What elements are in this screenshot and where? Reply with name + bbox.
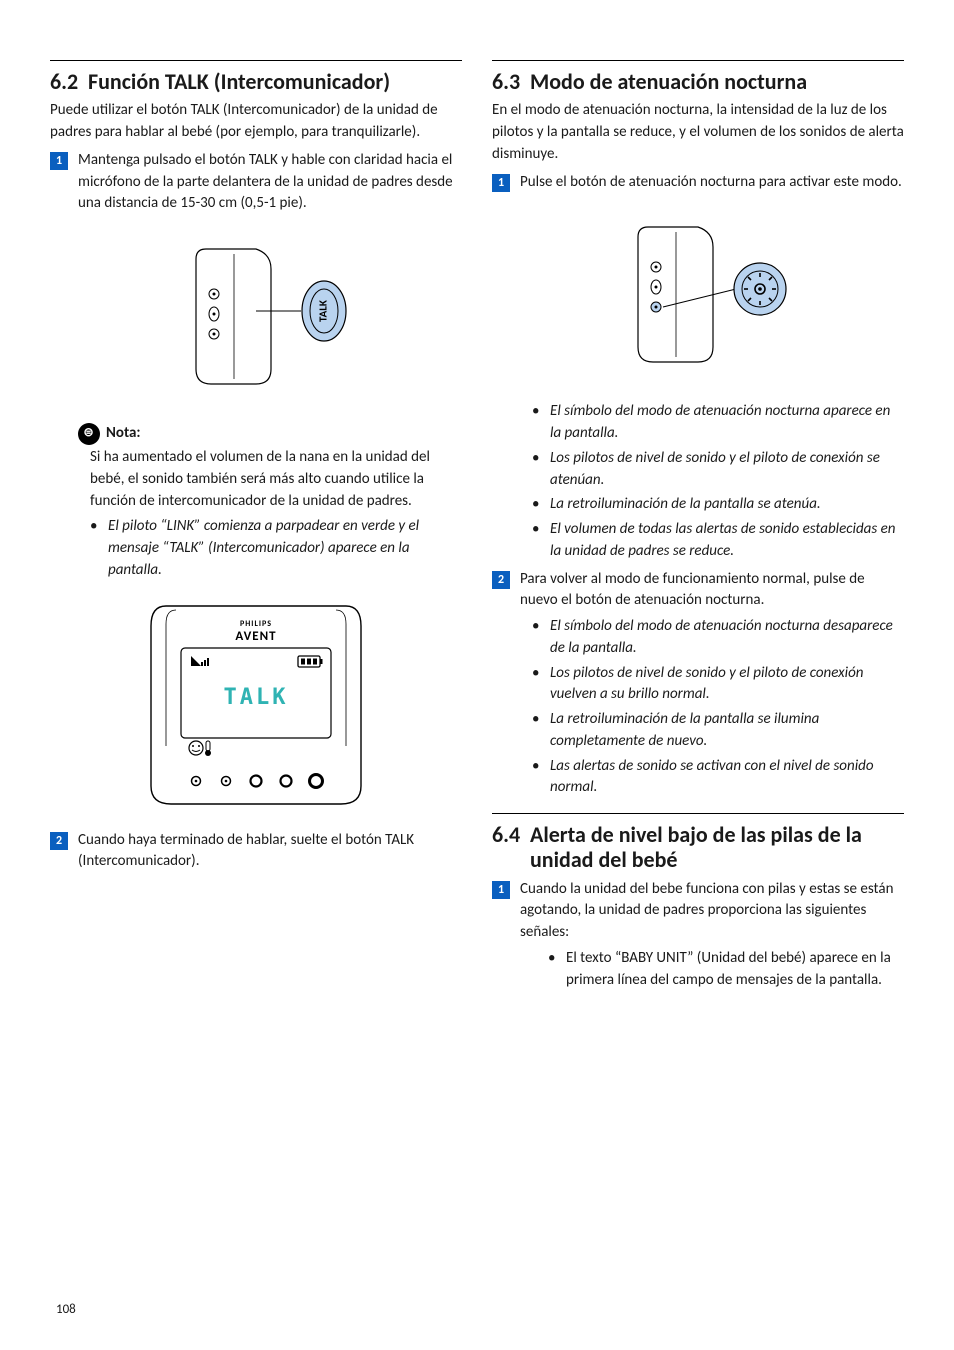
bullet-item: Las alertas de sonido se activan con el … [532, 756, 904, 800]
brand: AVENT [235, 629, 276, 644]
left-column: 6.2 Función TALK (Intercomunicador) Pued… [50, 60, 462, 993]
figure-dim-device [548, 207, 848, 387]
step-body: Cuando la unidad del bebe funciona con p… [520, 879, 904, 944]
bullet-item: El símbolo del modo de atenuación noctur… [532, 401, 904, 445]
brand-top: PHILIPS [240, 619, 272, 629]
heading-number: 6.2 [50, 69, 88, 94]
figure-talk-device: TALK [106, 229, 406, 409]
rule [50, 60, 462, 61]
heading-number: 6.3 [492, 69, 530, 94]
heading-number: 6.4 [492, 822, 530, 873]
step-1: 1 Pulse el botón de atenuación nocturna … [492, 172, 904, 194]
note-bullet: El piloto “LINK” comienza a parpadear en… [90, 516, 462, 581]
sub-bullets: El texto “BABY UNIT” (Unidad del bebé) a… [492, 948, 904, 992]
bullets-after-step2: El símbolo del modo de atenuación noctur… [492, 616, 904, 799]
bullet-item: El volumen de todas las alertas de sonid… [532, 519, 904, 563]
page-number: 108 [56, 1301, 76, 1320]
note-icon: ⊜ [78, 423, 100, 445]
step-body: Mantenga pulsado el botón TALK y hable c… [78, 150, 462, 215]
right-column: 6.3 Modo de atenuación nocturna En el mo… [492, 60, 904, 993]
step-body: Cuando haya terminado de hablar, suelte … [78, 830, 462, 874]
step-body: Para volver al modo de funcionamiento no… [520, 569, 904, 613]
step-2: 2 Para volver al modo de funcionamiento … [492, 569, 904, 613]
bullet-item: La retroiluminación de la pantalla se at… [532, 494, 904, 516]
intro-text: Puede utilizar el botón TALK (Intercomun… [50, 100, 462, 144]
heading-title: Función TALK (Intercomunicador) [88, 69, 462, 94]
step-badge: 1 [492, 174, 510, 192]
bullets-after-step1: El símbolo del modo de atenuación noctur… [492, 401, 904, 562]
step-1: 1 Mantenga pulsado el botón TALK y hable… [50, 150, 462, 215]
section-6-2-heading: 6.2 Función TALK (Intercomunicador) [50, 69, 462, 94]
step-badge: 1 [50, 152, 68, 170]
step-1: 1 Cuando la unidad del bebe funciona con… [492, 879, 904, 944]
step-2: 2 Cuando haya terminado de hablar, suelt… [50, 830, 462, 874]
step-badge: 1 [492, 881, 510, 899]
note-bullets: El piloto “LINK” comienza a parpadear en… [50, 516, 462, 581]
bullet-item: Los pilotos de nivel de sonido y el pilo… [532, 663, 904, 707]
step-body: Pulse el botón de atenuación nocturna pa… [520, 172, 904, 194]
heading-title: Alerta de nivel bajo de las pilas de la … [530, 822, 904, 873]
section-6-3-heading: 6.3 Modo de atenuación nocturna [492, 69, 904, 94]
step-badge: 2 [492, 571, 510, 589]
figure-parent-unit-screen: PHILIPS AVENT TALK [106, 596, 406, 816]
bullet-item: El símbolo del modo de atenuación noctur… [532, 616, 904, 660]
rule [492, 60, 904, 61]
note-label: Nota: [106, 423, 141, 445]
bullet-item: Los pilotos de nivel de sonido y el pilo… [532, 448, 904, 492]
screen-text: TALK [224, 685, 289, 710]
rule [492, 813, 904, 814]
bullet-item: La retroiluminación de la pantalla se il… [532, 709, 904, 753]
talk-label: TALK [317, 300, 330, 322]
heading-title: Modo de atenuación nocturna [530, 69, 904, 94]
section-6-4-heading: 6.4 Alerta de nivel bajo de las pilas de… [492, 822, 904, 873]
intro-text: En el modo de atenuación nocturna, la in… [492, 100, 904, 165]
note-body: Si ha aumentado el volumen de la nana en… [50, 447, 462, 512]
step-badge: 2 [50, 832, 68, 850]
note-heading: ⊜ Nota: [50, 423, 462, 445]
sub-bullet-item: El texto “BABY UNIT” (Unidad del bebé) a… [548, 948, 904, 992]
